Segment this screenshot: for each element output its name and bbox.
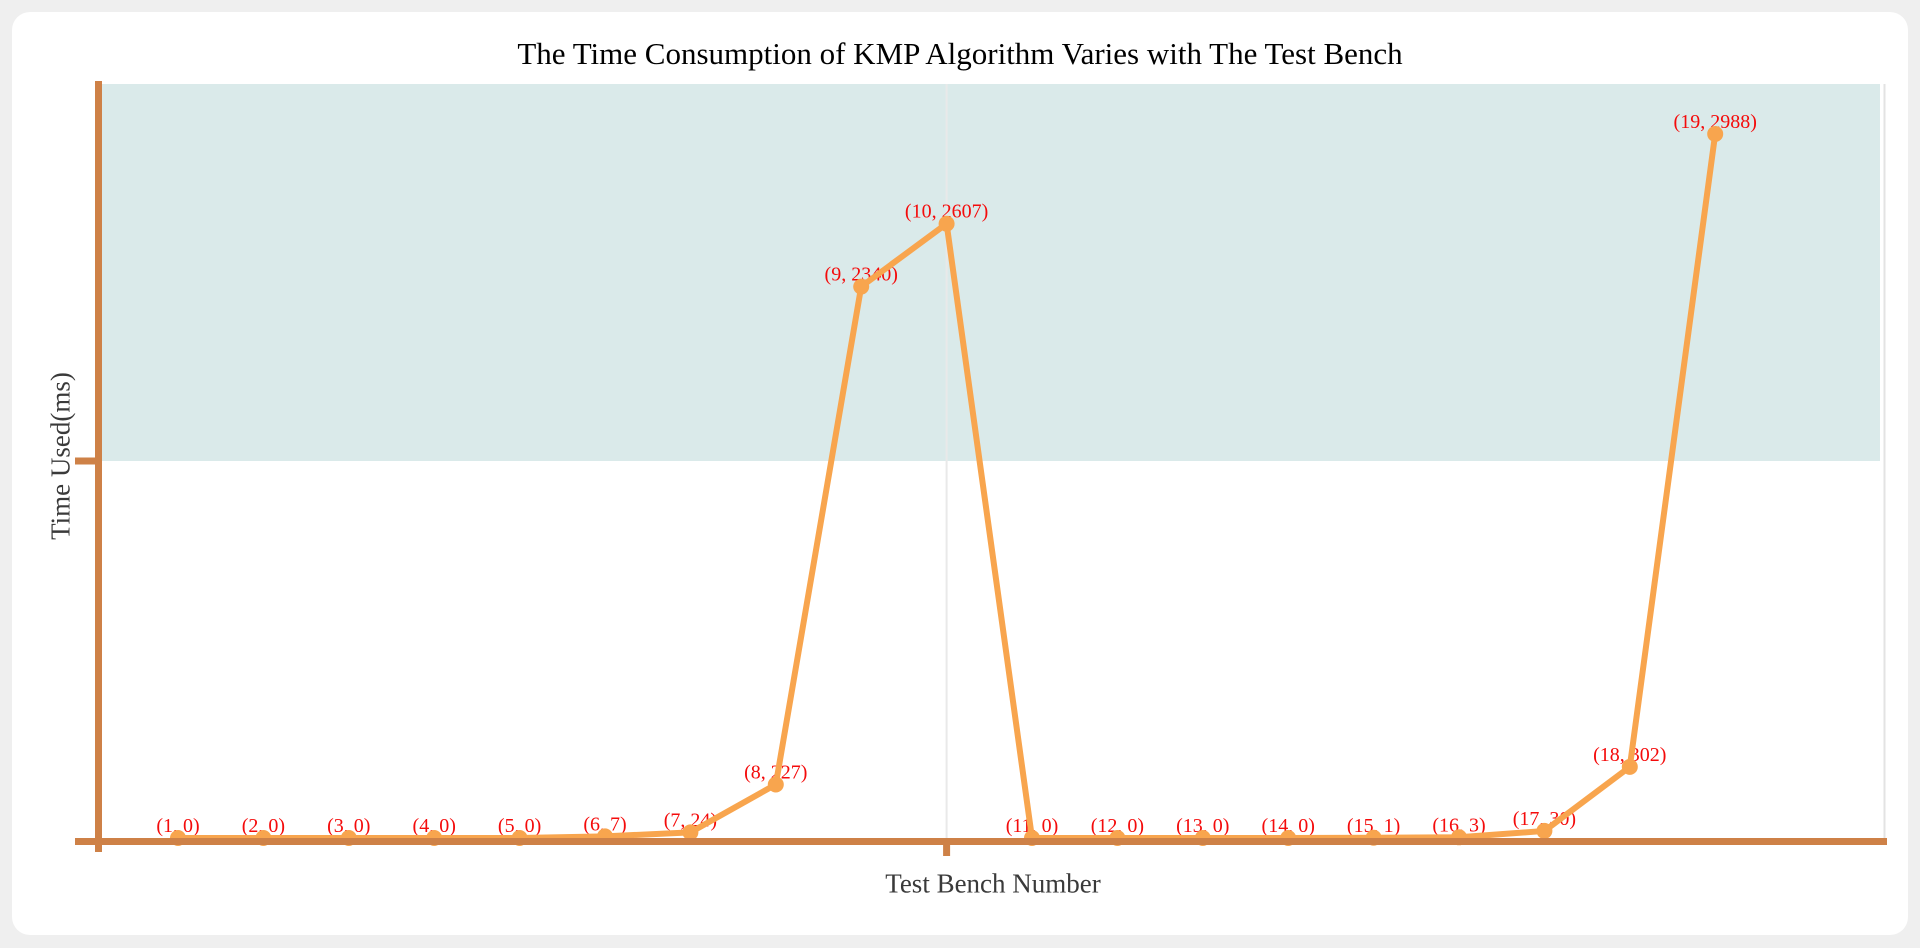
point-label: (16, 3) <box>1432 814 1485 836</box>
point-label: (5, 0) <box>498 815 541 837</box>
point-label: (4, 0) <box>413 815 456 837</box>
y-axis-tick <box>75 457 95 465</box>
data-point <box>1621 758 1638 775</box>
x-axis-tick <box>943 845 951 856</box>
point-label: (14, 0) <box>1262 815 1315 837</box>
data-point <box>767 776 784 793</box>
point-label: (6, 7) <box>583 813 626 835</box>
point-label: (13, 0) <box>1176 815 1229 837</box>
plot-shaded-band <box>101 84 1880 461</box>
point-label: (15, 1) <box>1347 815 1400 837</box>
point-label: (2, 0) <box>242 815 285 837</box>
x-axis-line <box>75 838 1887 845</box>
data-point <box>853 278 870 295</box>
y-axis-line <box>95 81 102 852</box>
point-label: (17, 30) <box>1513 808 1576 830</box>
data-point <box>682 824 699 841</box>
point-label: (12, 0) <box>1091 815 1144 837</box>
data-point <box>1536 822 1553 839</box>
point-label: (9, 2340) <box>825 264 898 286</box>
data-point <box>1707 125 1724 142</box>
point-label: (10, 2607) <box>905 201 988 223</box>
chart-title: The Time Consumption of KMP Algorithm Va… <box>517 36 1403 71</box>
data-point <box>938 215 955 232</box>
point-label: (3, 0) <box>327 815 370 837</box>
point-label: (1, 0) <box>156 815 199 837</box>
point-label: (19, 2988) <box>1674 111 1757 133</box>
x-axis-title: Test Bench Number <box>885 868 1101 899</box>
